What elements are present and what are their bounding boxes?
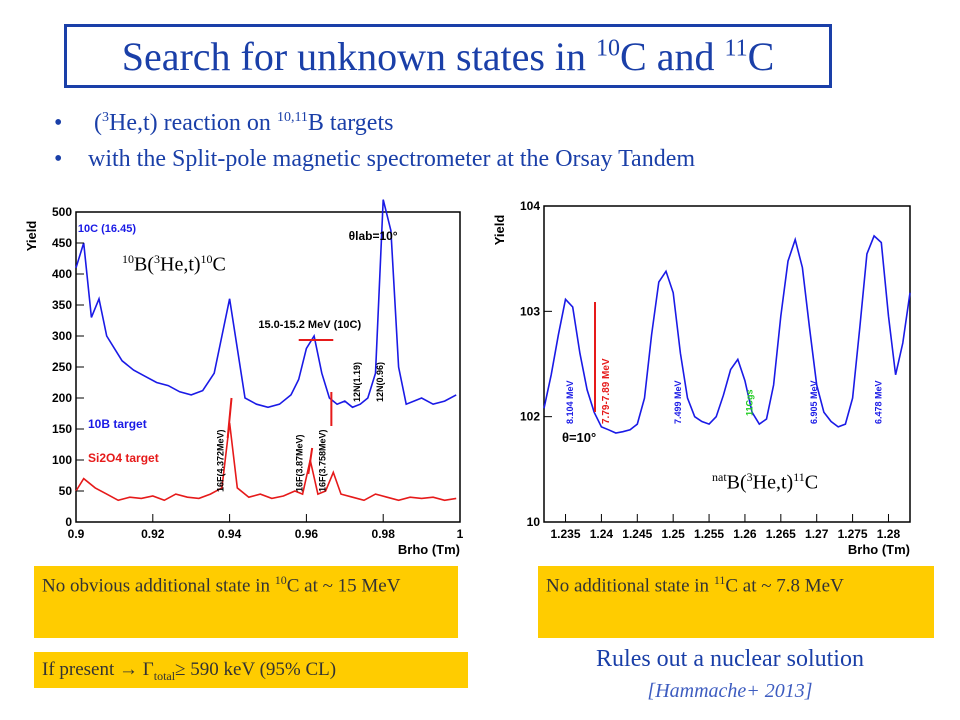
reaction-label-right: natB(3He,t)11C bbox=[712, 470, 819, 494]
y-tick-label: 103 bbox=[520, 304, 540, 318]
y-axis-label: Yield bbox=[492, 215, 507, 246]
y-tick-label: 104 bbox=[520, 199, 540, 213]
x-tick-label: 1.255 bbox=[694, 527, 724, 541]
x-tick-label: 1.27 bbox=[805, 527, 829, 541]
x-axis-label: Brho (Tm) bbox=[848, 542, 910, 557]
y-tick-label: 350 bbox=[52, 298, 72, 312]
legend-entry: 10B target bbox=[88, 417, 147, 431]
note-no-state-10c: No obvious additional state in 10C at ~ … bbox=[34, 566, 458, 638]
x-tick-label: 1.275 bbox=[838, 527, 868, 541]
reaction-label-left: 10B(3He,t)10C bbox=[122, 252, 226, 276]
annotation-label: 12N(1.19) bbox=[352, 362, 362, 402]
plot-frame bbox=[543, 205, 911, 523]
x-tick-label: 0.9 bbox=[68, 527, 85, 541]
x-tick-label: 0.92 bbox=[141, 527, 165, 541]
y-tick-label: 50 bbox=[59, 484, 73, 498]
note-width-limit: If present → Γtotal≥ 590 keV (95% CL) bbox=[34, 652, 468, 688]
series-line bbox=[75, 422, 457, 502]
x-axis-label: Brho (Tm) bbox=[398, 542, 460, 557]
x-tick-label: 1.265 bbox=[766, 527, 796, 541]
y-tick-label: 100 bbox=[52, 453, 72, 467]
theta-label: θlab=10° bbox=[349, 229, 398, 243]
citation-text: [Hammache+ 2013] bbox=[647, 680, 813, 702]
series-line bbox=[75, 199, 457, 409]
y-tick-label: 150 bbox=[52, 422, 72, 436]
annotation-arrow bbox=[226, 397, 233, 439]
note-no-state-11c: No additional state in 11C at ~ 7.8 MeV bbox=[538, 566, 934, 638]
x-tick-label: 1.235 bbox=[551, 527, 581, 541]
range-label: 15.0-15.2 MeV (10C) bbox=[258, 319, 361, 331]
y-tick-label: 200 bbox=[52, 391, 72, 405]
y-tick-label: 400 bbox=[52, 267, 72, 281]
peak-label: 6.905 MeV bbox=[809, 380, 819, 424]
title-box: Search for unknown states in 10C and 11C bbox=[64, 24, 832, 88]
series-line bbox=[543, 234, 911, 434]
peak-label: 8.104 MeV bbox=[565, 380, 575, 424]
y-tick-label: 500 bbox=[52, 205, 72, 219]
y-tick-label: 250 bbox=[52, 360, 72, 374]
peak-label: 7.79-7.89 MeV bbox=[601, 358, 612, 424]
x-tick-label: 0.94 bbox=[218, 527, 242, 541]
y-tick-label: 300 bbox=[52, 329, 72, 343]
y-tick-label: 450 bbox=[52, 236, 72, 250]
y-tick-label: 10 bbox=[527, 515, 541, 529]
annotation-label: 16F(3.87MeV) bbox=[294, 434, 304, 492]
x-tick-label: 1.26 bbox=[733, 527, 757, 541]
peak-label: 11Cgs bbox=[745, 389, 755, 416]
slide-title: Search for unknown states in 10C and 11C bbox=[121, 34, 775, 79]
legend-entry: Si2O4 target bbox=[88, 451, 159, 465]
annotation-arrow bbox=[307, 447, 314, 475]
annotation-label: 16F(4.372MeV) bbox=[216, 429, 226, 492]
peak-label: 6.478 MeV bbox=[874, 380, 884, 424]
x-tick-label: 0.96 bbox=[295, 527, 319, 541]
peak-label: 7.499 MeV bbox=[673, 380, 683, 424]
x-tick-label: 1.25 bbox=[661, 527, 685, 541]
y-tick-label: 102 bbox=[520, 410, 540, 424]
annotation-label: 16F(3.758MeV) bbox=[317, 429, 327, 492]
peak-label: 10C (16.45) bbox=[78, 223, 136, 235]
conclusion-text: Rules out a nuclear solution bbox=[596, 646, 864, 672]
annotation-label: 12N(0.96) bbox=[375, 362, 385, 402]
x-tick-label: 1 bbox=[457, 527, 464, 541]
y-tick-label: 0 bbox=[65, 515, 72, 529]
x-tick-label: 1.245 bbox=[622, 527, 652, 541]
theta-label: θ=10° bbox=[562, 430, 596, 445]
x-tick-label: 1.24 bbox=[590, 527, 614, 541]
y-axis-label: Yield bbox=[24, 221, 39, 252]
x-tick-label: 0.98 bbox=[372, 527, 396, 541]
x-tick-label: 1.28 bbox=[877, 527, 901, 541]
